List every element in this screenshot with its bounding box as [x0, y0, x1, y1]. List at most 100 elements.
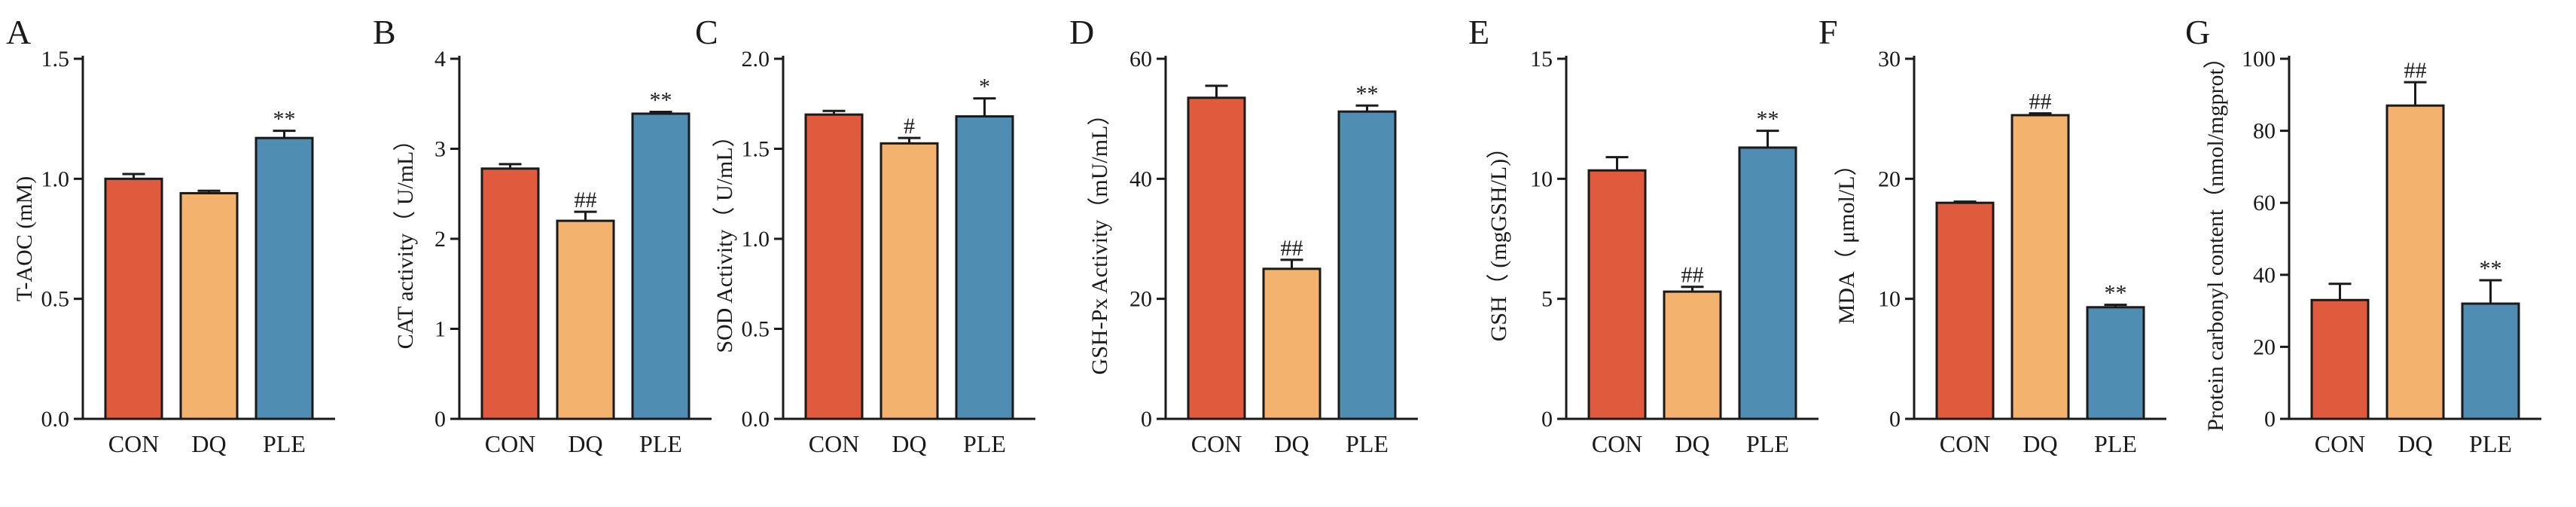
- bar-con: [104, 177, 163, 420]
- x-tick-label: CON: [485, 430, 536, 457]
- y-tick-label: 10: [1530, 166, 1553, 191]
- y-tick-label: 0: [434, 407, 446, 432]
- y-tick-label: 0.5: [742, 317, 770, 342]
- bar-dq: [179, 191, 239, 420]
- bar-ple: [631, 112, 690, 420]
- y-axis-label: GSH-Px Activity（mU/mL）: [1087, 103, 1112, 375]
- panel-letter: D: [1069, 13, 1094, 51]
- y-tick-label: 2: [434, 227, 446, 252]
- y-tick-label: 3: [434, 137, 446, 162]
- x-tick-label: DQ: [2023, 430, 2057, 457]
- bar-dq: [879, 142, 939, 420]
- y-tick-label: 20: [1129, 287, 1152, 312]
- y-tick-label: 1: [434, 317, 446, 342]
- y-tick-label: 1.5: [41, 47, 70, 72]
- x-tick-label: PLE: [2094, 430, 2137, 457]
- bar-dq: [2010, 114, 2070, 420]
- y-tick-label: 15: [1530, 47, 1553, 72]
- x-tick-label: PLE: [1746, 430, 1789, 457]
- y-tick-label: 20: [2253, 334, 2276, 359]
- bar-con: [1187, 96, 1246, 420]
- y-tick-label: 5: [1541, 287, 1553, 312]
- x-tick-label: DQ: [568, 430, 602, 457]
- panel-f: F MDA（ μmol/L） 0 10 20 30 CON ## DQ ** PLE: [1818, 13, 2166, 457]
- y-axis-label: T-AOC (mM): [12, 176, 37, 301]
- y-tick-label: 1.5: [742, 137, 770, 162]
- bar-con: [804, 113, 864, 420]
- x-tick-label: CON: [1592, 430, 1643, 457]
- significance-marker: *: [979, 75, 990, 99]
- bar-ple: [1337, 110, 1397, 420]
- bar-dq: [1262, 267, 1322, 420]
- x-tick-label: DQ: [1675, 430, 1709, 457]
- bar-con: [1587, 169, 1647, 420]
- y-tick-label: 0.0: [742, 407, 770, 432]
- y-tick-label: 1.0: [742, 227, 770, 252]
- y-tick-label: 0.0: [41, 407, 70, 432]
- significance-marker: **: [273, 107, 296, 132]
- x-tick-label: DQ: [191, 430, 226, 457]
- y-axis-label: Protein carbonyl content（nmol/mgprot）: [2203, 46, 2228, 432]
- x-tick-label: PLE: [1346, 430, 1389, 457]
- bar-ple: [255, 136, 314, 420]
- significance-marker: ##: [575, 188, 597, 212]
- y-tick-label: 4: [434, 47, 446, 72]
- bar-con: [2310, 298, 2370, 420]
- bar-con: [1935, 201, 1995, 420]
- panel-c: C SOD Activity（ U/mL） 0.0 0.5 1.0 1.5 2.0 CON # D…: [695, 13, 1035, 457]
- x-tick-label: PLE: [263, 430, 306, 457]
- significance-marker: **: [650, 88, 672, 113]
- panel-letter: C: [695, 13, 718, 51]
- significance-marker: ##: [2404, 58, 2427, 83]
- y-axis-label: SOD Activity（ U/mL）: [712, 124, 737, 353]
- panel-letter: E: [1468, 13, 1489, 51]
- y-tick-label: 0: [1889, 407, 1901, 432]
- bar-con: [480, 167, 540, 420]
- y-tick-label: 0: [1541, 407, 1553, 432]
- bar-ple: [2461, 302, 2520, 420]
- significance-marker: **: [2480, 256, 2502, 281]
- panel-a: A T-AOC (mM) 0.0 0.5 1.0 1.5 CON DQ ** PLE: [6, 13, 335, 457]
- y-tick-label: 80: [2253, 119, 2276, 144]
- significance-marker: **: [2105, 281, 2127, 306]
- y-tick-label: 1.0: [41, 166, 70, 191]
- significance-marker: #: [904, 114, 915, 139]
- y-tick-label: 10: [1878, 287, 1901, 312]
- y-tick-label: 100: [2242, 47, 2276, 72]
- y-tick-label: 30: [1878, 47, 1901, 72]
- panel-d: D GSH-Px Activity（mU/mL） 0 20 40 60 CON ## DQ ** P…: [1069, 13, 1418, 457]
- y-axis-label: MDA（ μmol/L）: [1834, 154, 1859, 325]
- x-tick-label: CON: [809, 430, 860, 457]
- y-tick-label: 60: [2253, 191, 2276, 215]
- y-tick-label: 40: [2253, 263, 2276, 288]
- significance-marker: ##: [2029, 89, 2052, 114]
- significance-marker: ##: [1281, 236, 1303, 261]
- y-tick-label: 0: [2264, 407, 2276, 432]
- bar-dq: [2385, 104, 2445, 420]
- x-tick-label: DQ: [2398, 430, 2432, 457]
- x-tick-label: CON: [108, 430, 160, 457]
- y-tick-label: 20: [1878, 166, 1901, 191]
- bar-ple: [2086, 306, 2145, 420]
- bar-ple: [955, 115, 1014, 420]
- x-tick-label: PLE: [639, 430, 682, 457]
- panel-letter: F: [1818, 13, 1838, 51]
- y-tick-label: 0: [1141, 407, 1152, 432]
- panel-letter: A: [6, 13, 31, 51]
- y-axis-label: GSH（ (mgGSH/L)）: [1486, 136, 1511, 342]
- panel-e: E GSH（ (mgGSH/L)） 0 5 10 15 CON ## DQ ** PLE: [1468, 13, 1818, 457]
- panel-letter: G: [2185, 13, 2210, 51]
- x-tick-label: PLE: [963, 430, 1006, 457]
- bar-dq: [556, 219, 615, 420]
- bar-ple: [1738, 146, 1797, 420]
- y-tick-label: 2.0: [742, 47, 770, 72]
- significance-marker: **: [1356, 81, 1379, 106]
- panel-letter: B: [373, 13, 396, 51]
- significance-marker: ##: [1681, 263, 1704, 288]
- y-axis-label: CAT activity（ U/mL）: [393, 129, 418, 350]
- y-tick-label: 60: [1129, 47, 1152, 72]
- panel-b: B CAT activity（ U/mL） 0 1 2 3 4 CON ## DQ ** PLE: [373, 13, 712, 457]
